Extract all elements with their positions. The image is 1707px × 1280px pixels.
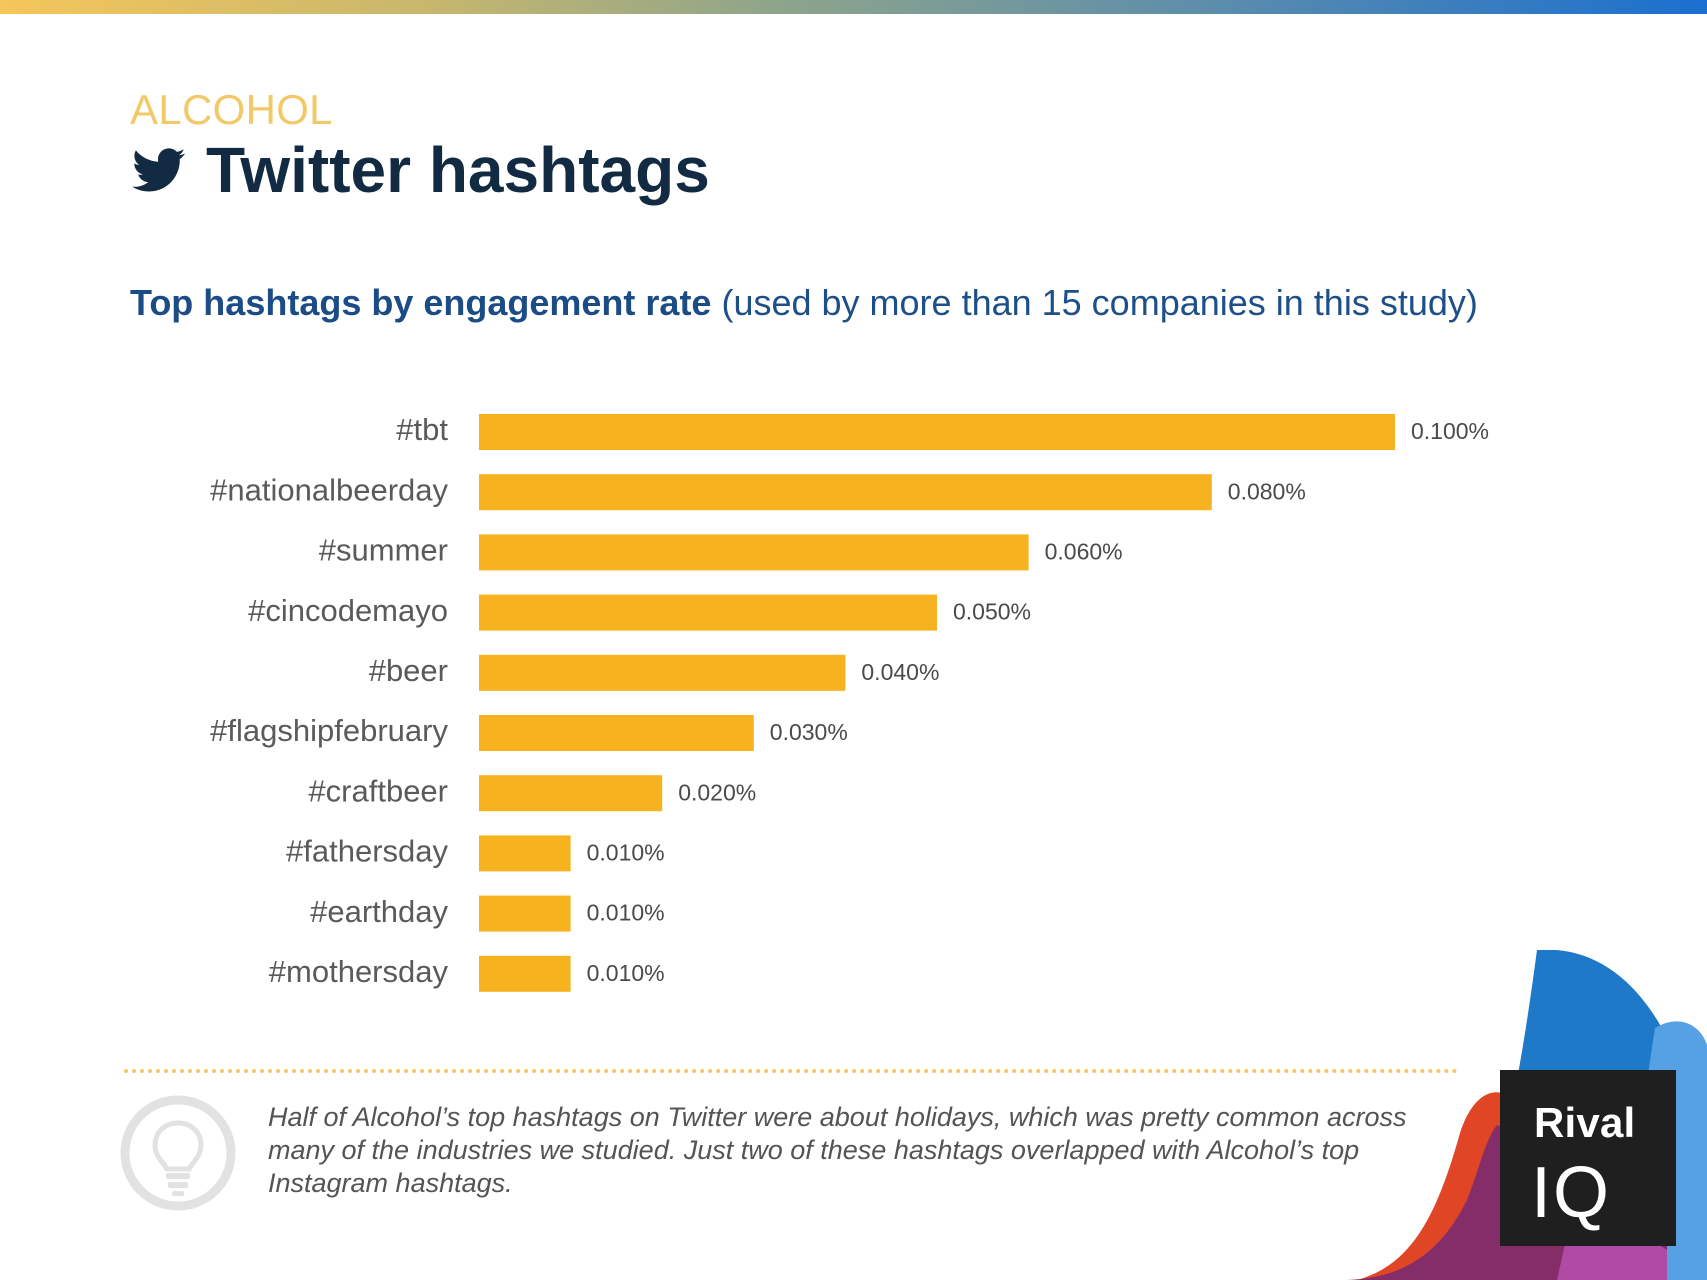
category-label-4: #beer — [369, 653, 448, 688]
subtitle-bold: Top hashtags by engagement rate — [130, 282, 712, 323]
subtitle-rest: (used by more than 15 companies in this … — [721, 282, 1478, 323]
section-divider — [124, 1069, 1458, 1073]
bar-1 — [479, 474, 1212, 511]
bar-8 — [479, 895, 571, 932]
value-label-5: 0.030% — [770, 719, 848, 745]
category-label-0: #tbt — [396, 412, 448, 447]
bar-4 — [479, 654, 846, 691]
value-label-3: 0.050% — [953, 599, 1031, 625]
category-label-2: #summer — [319, 533, 448, 568]
category-label-9: #mothersday — [269, 954, 449, 989]
title-row: Twitter hashtags — [130, 132, 710, 208]
value-label-8: 0.010% — [587, 900, 665, 926]
value-label-4: 0.040% — [861, 659, 939, 685]
value-label-2: 0.060% — [1045, 538, 1123, 564]
value-label-7: 0.010% — [587, 839, 665, 865]
twitter-icon — [130, 142, 186, 198]
bar-7 — [479, 835, 571, 872]
bar-0 — [479, 414, 1395, 450]
logo-rival: Rival — [1534, 1099, 1636, 1146]
category-label-1: #nationalbeerday — [210, 472, 448, 507]
category-label: ALCOHOL — [130, 86, 333, 133]
bar-2 — [479, 534, 1029, 571]
bar-9 — [479, 955, 571, 992]
rival-iq-logo: Rival IQ — [1500, 1070, 1676, 1246]
value-label-6: 0.020% — [678, 779, 756, 805]
value-label-1: 0.080% — [1228, 478, 1306, 504]
value-label-0: 0.100% — [1411, 418, 1489, 444]
logo-iq: IQ — [1531, 1153, 1612, 1233]
category-label-3: #cincodemayo — [248, 593, 448, 628]
category-label-6: #craftbeer — [308, 773, 448, 808]
category-label-8: #earthday — [310, 894, 448, 929]
lightbulb-icon — [120, 1095, 236, 1211]
category-label-7: #fathersday — [286, 834, 448, 869]
chart-subtitle: Top hashtags by engagement rate (used by… — [130, 282, 1478, 324]
top-gradient-strip — [0, 0, 1707, 14]
value-label-9: 0.010% — [587, 960, 665, 986]
bar-5 — [479, 715, 754, 751]
bar-6 — [479, 775, 663, 812]
bar-3 — [479, 594, 937, 631]
insight-note: Half of Alcohol’s top hashtags on Twitte… — [268, 1102, 1407, 1198]
page-title: Twitter hashtags — [206, 134, 710, 206]
category-label-5: #flagshipfebruary — [210, 713, 448, 748]
